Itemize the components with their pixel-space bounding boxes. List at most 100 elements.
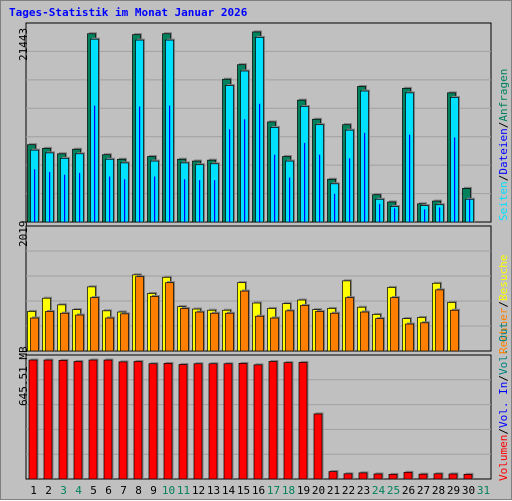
x-tick-label-day-8: 8 bbox=[135, 484, 142, 497]
bar-rechner-day-29 bbox=[450, 309, 459, 352]
legend-item-seiten: Seiten bbox=[497, 181, 510, 221]
x-tick-label-day-3: 3 bbox=[60, 484, 67, 497]
bar-dateien-day-15 bbox=[244, 119, 246, 222]
bar-dateien-day-11 bbox=[184, 179, 186, 222]
x-tick-label-day-29: 29 bbox=[447, 484, 460, 497]
bar-rechner-day-27 bbox=[420, 322, 429, 352]
bar-volumen-day-24 bbox=[373, 473, 383, 480]
bar-rechner-day-21 bbox=[330, 312, 339, 352]
bar-rechner-day-4 bbox=[75, 314, 84, 352]
bar-rechner-day-17 bbox=[270, 317, 279, 352]
bar-rechner-day-13 bbox=[210, 312, 219, 352]
x-tick-label-day-18: 18 bbox=[282, 484, 295, 497]
bar-dateien-day-25 bbox=[394, 208, 396, 222]
bar-rechner-day-28 bbox=[435, 289, 444, 352]
bar-dateien-day-2 bbox=[49, 171, 51, 222]
bar-volumen-day-30 bbox=[463, 474, 473, 480]
legend-separator: / bbox=[497, 301, 510, 308]
bar-volumen-day-23 bbox=[358, 472, 368, 480]
x-tick-label-day-19: 19 bbox=[297, 484, 310, 497]
bar-dateien-day-30 bbox=[469, 199, 471, 222]
legend-top: Seiten/Dateien/Anfragen bbox=[497, 69, 511, 235]
legend-item-besuche: Besuche bbox=[497, 254, 510, 302]
bar-volumen-day-20 bbox=[313, 413, 323, 480]
legend-item-anfragen: Anfragen bbox=[497, 68, 510, 122]
bar-dateien-day-19 bbox=[304, 142, 306, 222]
legend-item-volumen: Volumen bbox=[497, 434, 510, 481]
bar-rechner-day-12 bbox=[195, 311, 204, 352]
top-panel-max-label: 21443 bbox=[17, 27, 30, 61]
legend-bottom-inner: Volumen/Vol. In/Vol. Out bbox=[497, 322, 510, 481]
bar-rechner-day-15 bbox=[240, 290, 249, 352]
bar-rechner-day-6 bbox=[105, 317, 114, 352]
chart-title: Tages-Statistik im Monat Januar 2026 bbox=[9, 6, 248, 19]
bar-dateien-day-6 bbox=[109, 176, 111, 222]
x-tick-label-day-11: 11 bbox=[177, 484, 190, 497]
legend-item-dateien: Dateien bbox=[497, 128, 510, 175]
bar-dateien-day-24 bbox=[379, 203, 381, 222]
bar-rechner-day-7 bbox=[120, 313, 129, 352]
bar-volumen-day-5 bbox=[88, 359, 98, 480]
bar-rechner-day-14 bbox=[225, 312, 234, 352]
legend-separator: / bbox=[497, 121, 510, 129]
x-tick-label-day-28: 28 bbox=[432, 484, 445, 497]
bar-rechner-day-24 bbox=[375, 318, 384, 352]
bar-dateien-day-23 bbox=[364, 132, 366, 222]
legend-separator: / bbox=[497, 375, 510, 382]
x-tick-label-day-10: 10 bbox=[162, 484, 175, 497]
bar-volumen-day-19 bbox=[298, 362, 308, 480]
bar-dateien-day-21 bbox=[334, 193, 336, 222]
x-tick-label-day-22: 22 bbox=[342, 484, 355, 497]
bar-volumen-day-13 bbox=[208, 363, 218, 480]
x-tick-label-day-5: 5 bbox=[90, 484, 97, 497]
bar-volumen-day-4 bbox=[73, 361, 83, 480]
bar-rechner-day-18 bbox=[285, 310, 294, 352]
x-tick-label-day-9: 9 bbox=[150, 484, 157, 497]
x-tick-label-day-24: 24 bbox=[372, 484, 386, 497]
x-tick-label-day-13: 13 bbox=[207, 484, 220, 497]
bar-rechner-day-23 bbox=[360, 311, 369, 352]
x-tick-label-day-1: 1 bbox=[30, 484, 37, 497]
x-tick-label-day-14: 14 bbox=[222, 484, 236, 497]
legend-top-inner: Seiten/Dateien/Anfragen bbox=[497, 69, 510, 221]
bar-dateien-day-22 bbox=[349, 158, 351, 222]
x-tick-label-day-26: 26 bbox=[402, 484, 415, 497]
bar-dateien-day-7 bbox=[124, 179, 126, 222]
bar-volumen-day-7 bbox=[118, 361, 128, 480]
bar-volumen-day-17 bbox=[268, 361, 278, 480]
x-tick-label-day-21: 21 bbox=[327, 484, 340, 497]
bar-rechner-day-5 bbox=[90, 297, 99, 352]
bar-rechner-day-19 bbox=[300, 305, 309, 352]
bottom-panel-max-label: 645.51 MB bbox=[17, 346, 30, 406]
bar-rechner-day-22 bbox=[345, 297, 354, 352]
bar-volumen-day-9 bbox=[148, 363, 158, 480]
x-tick-label-day-16: 16 bbox=[252, 484, 265, 497]
bar-rechner-day-20 bbox=[315, 311, 324, 352]
bar-dateien-day-28 bbox=[439, 207, 441, 222]
bar-dateien-day-1 bbox=[34, 169, 36, 222]
bar-dateien-day-16 bbox=[259, 103, 261, 222]
x-tick-label-day-23: 23 bbox=[357, 484, 370, 497]
bar-rechner-day-11 bbox=[180, 308, 189, 352]
bar-dateien-day-8 bbox=[139, 106, 141, 222]
legend-separator: / bbox=[497, 428, 510, 435]
bar-dateien-day-12 bbox=[199, 180, 201, 222]
bar-rechner-day-16 bbox=[255, 315, 264, 352]
bar-dateien-day-18 bbox=[289, 177, 291, 222]
bar-dateien-day-9 bbox=[154, 176, 156, 222]
bar-dateien-day-29 bbox=[454, 137, 456, 222]
bar-dateien-day-20 bbox=[319, 154, 321, 222]
bar-dateien-day-3 bbox=[64, 174, 66, 222]
middle-panel-max-label: 2019 bbox=[17, 220, 30, 248]
bar-dateien-day-27 bbox=[424, 209, 426, 222]
bar-volumen-day-26 bbox=[403, 471, 413, 480]
bar-dateien-day-13 bbox=[214, 180, 216, 222]
bar-volumen-day-6 bbox=[103, 359, 113, 480]
x-tick-label-day-15: 15 bbox=[237, 484, 250, 497]
bar-volumen-day-1 bbox=[28, 359, 38, 480]
bar-volumen-day-16 bbox=[253, 364, 263, 480]
x-tick-label-day-2: 2 bbox=[45, 484, 52, 497]
x-tick-label-day-31: 31 bbox=[477, 484, 490, 497]
bar-rechner-day-26 bbox=[405, 323, 414, 352]
